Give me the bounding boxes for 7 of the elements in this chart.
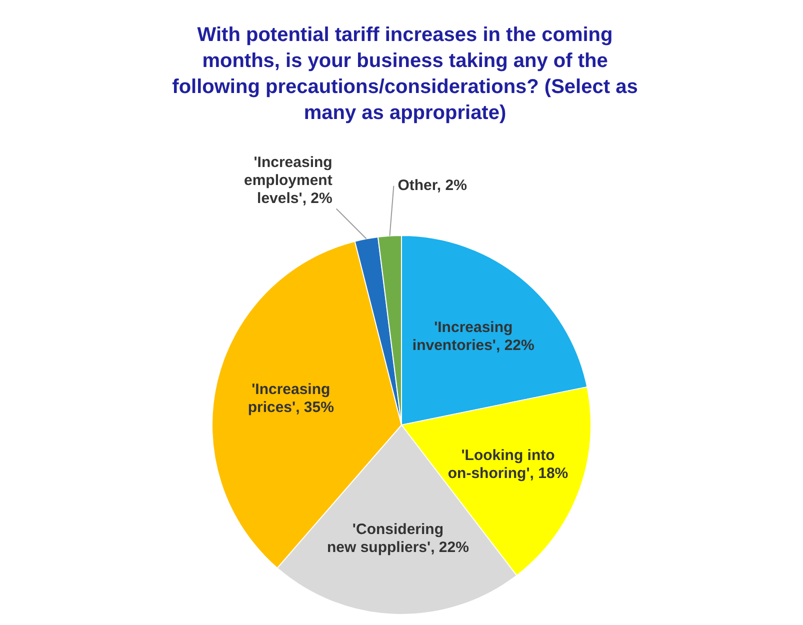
slice-label: 'Looking into on-shoring', 18% [448,446,568,482]
slice-label: Other, 2% [398,177,467,194]
slice-label: 'Considering new suppliers', 22% [326,520,469,556]
slice-label: 'Increasing prices', 35% [248,380,334,416]
slice-label: 'Increasing employment levels', 2% [244,154,332,207]
chart-title: With potential tariff increases in the coming months, is your business taking any of the following precautions/considerations? (Select as many as appropriate) [171,23,639,126]
slice-label: 'Increasing inventories', 22% [412,319,534,354]
